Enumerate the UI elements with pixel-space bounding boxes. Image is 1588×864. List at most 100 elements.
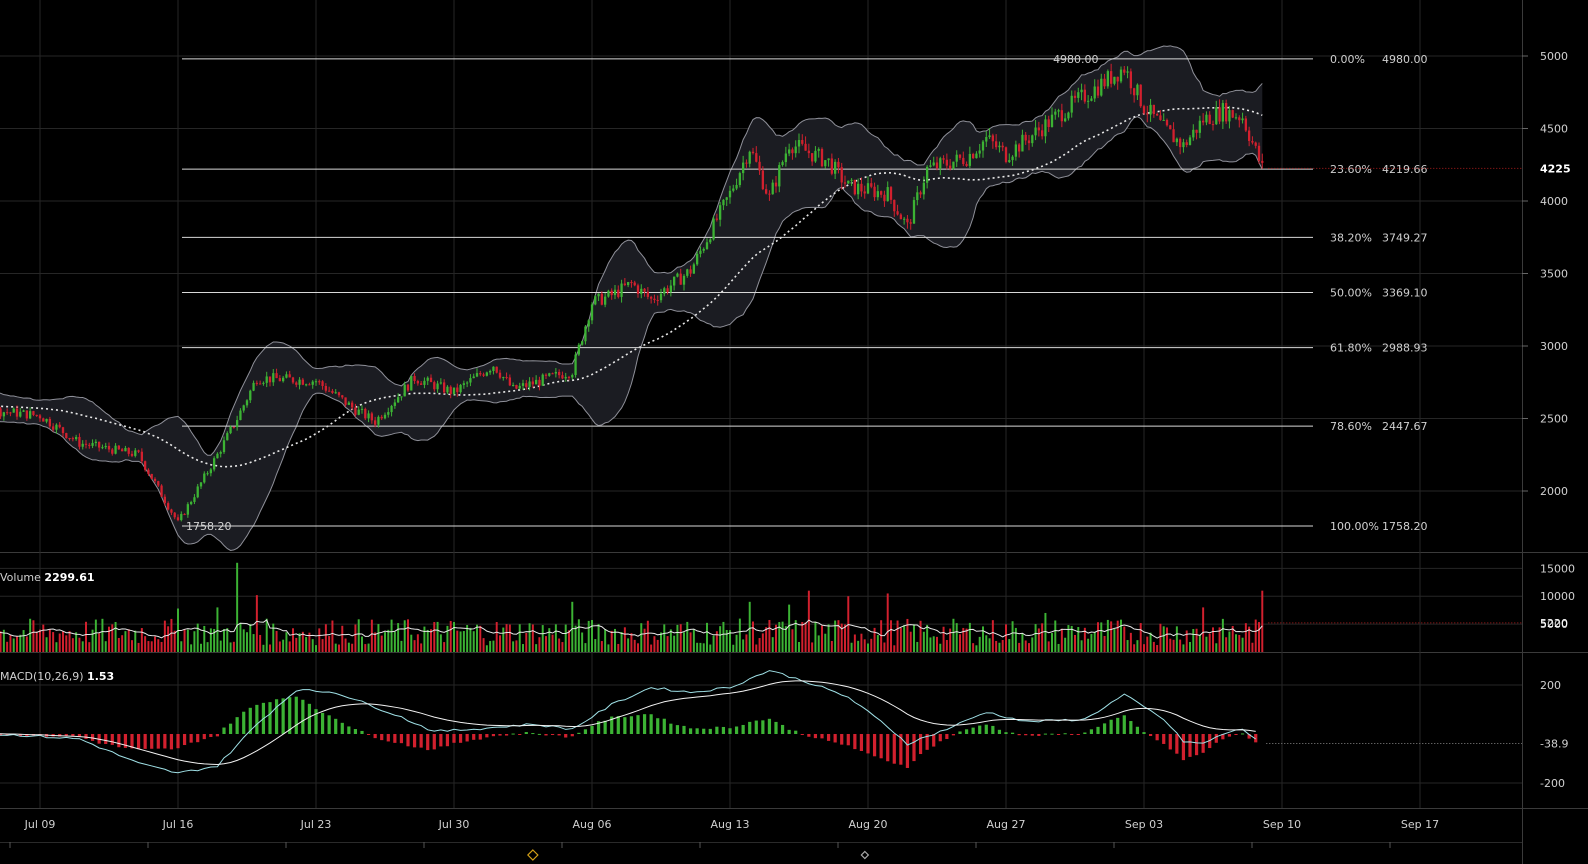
volume-bar xyxy=(311,639,314,652)
macd-histogram-bar xyxy=(872,734,877,757)
candle-body xyxy=(620,283,623,297)
candle-body xyxy=(515,385,518,389)
volume-bar xyxy=(278,641,281,652)
volume-bar xyxy=(531,624,534,652)
macd-histogram-bar xyxy=(136,734,141,750)
macd-histogram-bar xyxy=(866,734,870,754)
volume-average-line xyxy=(0,619,1263,639)
candle-body xyxy=(1024,134,1027,141)
macd-histogram-bar xyxy=(340,722,344,734)
candle-body xyxy=(883,194,886,202)
candle-body xyxy=(525,383,528,387)
macd-histogram-bar xyxy=(1162,734,1166,744)
candle-body xyxy=(196,486,199,498)
volume-bar xyxy=(955,623,958,652)
macd-histogram-bar xyxy=(570,734,574,737)
candle-body xyxy=(1182,142,1185,148)
candle-body xyxy=(505,377,508,379)
volume-bar xyxy=(433,622,436,652)
candle-body xyxy=(952,161,955,169)
candle-body xyxy=(373,420,377,425)
macd-histogram-bar xyxy=(524,732,528,734)
candle-body xyxy=(607,290,610,297)
macd-histogram-bar xyxy=(780,724,785,734)
candle-body xyxy=(817,149,820,151)
volume-bar xyxy=(587,620,590,652)
volume-bar xyxy=(144,636,147,652)
volume-bar xyxy=(689,632,692,652)
volume-bar xyxy=(712,635,715,652)
volume-bar xyxy=(673,635,676,652)
candle-body xyxy=(1139,84,1142,107)
candle-body xyxy=(5,412,9,414)
candle-body xyxy=(1106,71,1110,87)
macd-histogram-bar xyxy=(294,696,298,734)
fibonacci-price-label: 4980.00 xyxy=(1382,53,1428,66)
candle-body xyxy=(81,443,84,447)
macd-histogram-bar xyxy=(130,734,134,749)
macd-histogram-bar xyxy=(1129,721,1133,734)
macd-histogram-bar xyxy=(248,707,252,734)
volume-bar xyxy=(804,622,807,652)
volume-bar xyxy=(499,635,501,652)
candle-body xyxy=(544,374,548,376)
macd-histogram-bar xyxy=(629,716,634,734)
volume-bar xyxy=(1018,642,1021,652)
macd-histogram-bar xyxy=(846,734,850,746)
candle-body xyxy=(410,375,413,391)
macd-histogram-bar xyxy=(228,723,233,734)
candle-body xyxy=(1188,137,1192,146)
candle-body xyxy=(459,384,462,393)
macd-histogram-bar xyxy=(984,724,988,734)
candle-body xyxy=(1014,144,1018,157)
volume-bar xyxy=(663,624,666,652)
candle-body xyxy=(676,273,679,277)
candle-body xyxy=(1241,118,1244,121)
volume-bar xyxy=(42,624,45,652)
volume-bar xyxy=(430,629,432,652)
candle-body xyxy=(170,509,173,513)
volume-bar xyxy=(679,624,682,652)
volume-bar xyxy=(1120,619,1122,652)
candle-body xyxy=(252,382,255,391)
candle-body xyxy=(344,397,347,405)
volume-bar xyxy=(968,622,971,652)
macd-histogram-bar xyxy=(596,721,601,734)
candle-body xyxy=(180,513,183,521)
volume-bar xyxy=(324,624,327,652)
volume-bar xyxy=(344,638,347,652)
macd-histogram-bar xyxy=(1076,734,1080,735)
volume-bar xyxy=(643,628,646,652)
candle-body xyxy=(28,411,32,419)
candle-body xyxy=(712,218,715,240)
volume-bar xyxy=(338,644,340,652)
volume-bar xyxy=(610,630,613,652)
candle-body xyxy=(521,383,525,386)
candle-body xyxy=(255,382,259,384)
candle-body xyxy=(663,288,666,294)
volume-bar xyxy=(515,640,518,652)
timeline-marker xyxy=(527,849,539,861)
volume-bar xyxy=(206,642,209,652)
volume-bar xyxy=(985,635,988,652)
macd-histogram-bar xyxy=(465,734,469,742)
candle-body xyxy=(321,381,324,387)
candle-body xyxy=(377,416,380,425)
volume-bar xyxy=(896,620,899,652)
macd-histogram-bar xyxy=(143,734,147,749)
candle-body xyxy=(962,157,965,165)
candle-body xyxy=(124,447,127,452)
candle-body xyxy=(364,408,367,419)
candle-body xyxy=(495,366,498,373)
volume-bar xyxy=(1106,619,1109,652)
macd-histogram-bar xyxy=(991,725,995,734)
candle-body xyxy=(1116,76,1119,82)
candle-body xyxy=(472,376,475,379)
candle-body xyxy=(1001,145,1004,148)
volume-bar xyxy=(1041,623,1044,652)
volume-bar xyxy=(538,637,541,652)
volume-bar xyxy=(147,641,150,652)
candle-body xyxy=(669,285,673,293)
candle-body xyxy=(258,383,262,385)
